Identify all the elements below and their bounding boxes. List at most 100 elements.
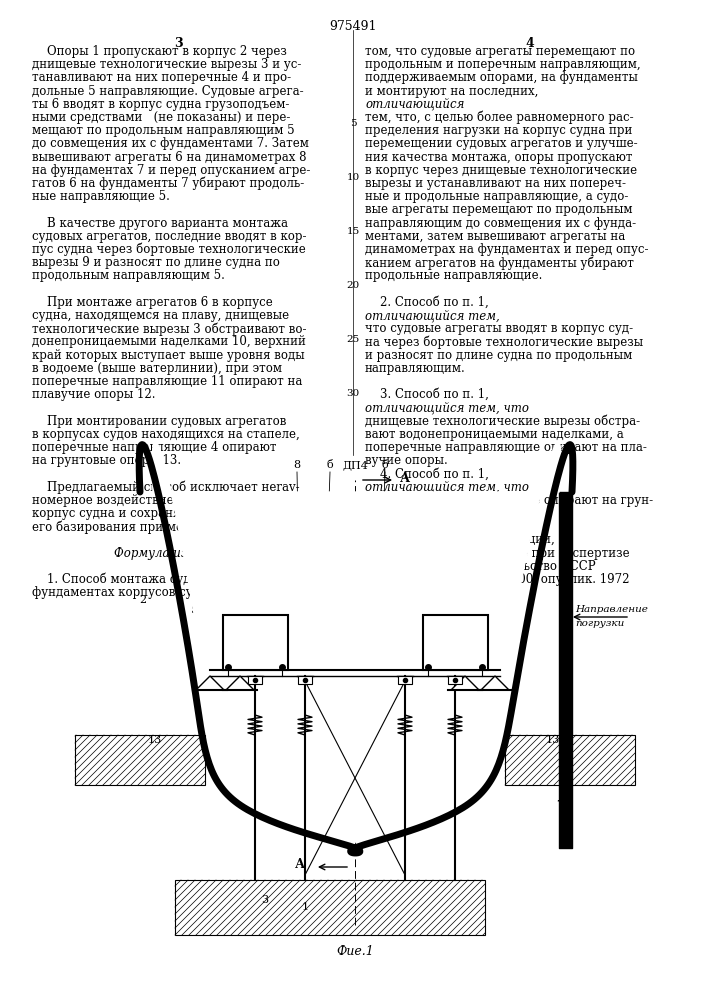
Text: поддерживаемым опорами, на фундаменты: поддерживаемым опорами, на фундаменты [365,71,638,84]
Bar [75,735,205,785]
Text: Источники информации,: Источники информации, [365,533,555,546]
Text: его базирования при монтаже.: его базирования при монтаже. [32,520,226,534]
Text: поперечные направляющие опирают на пла-: поперечные направляющие опирают на пла- [365,441,647,454]
Text: б: б [327,460,334,470]
Text: днищевые технологические вырезы 3 и ус-: днищевые технологические вырезы 3 и ус- [32,58,301,71]
Text: В качестве другого варианта монтажа: В качестве другого варианта монтажа [32,217,288,230]
Text: перемещении судовых агрегатов и улучше-: перемещении судовых агрегатов и улучше- [365,137,638,150]
Text: А: А [400,472,410,485]
Text: том, что судовые агрегаты перемещают по: том, что судовые агрегаты перемещают по [365,45,635,58]
Text: направляющим.: направляющим. [365,362,466,375]
Polygon shape [481,676,509,690]
Text: судовых агрегатов, последние вводят в кор-: судовых агрегатов, последние вводят в ко… [32,230,307,243]
Text: тем, что, с целью более равномерного рас-: тем, что, с целью более равномерного рас… [365,111,633,124]
Text: ментами, затем вывешивают агрегаты на: ментами, затем вывешивают агрегаты на [365,230,625,243]
Text: 4. Способ по п. 1,: 4. Способ по п. 1, [365,467,489,480]
Bar [448,676,462,684]
Bar [175,880,485,935]
Bar [398,676,412,684]
Text: днищевые технологические вырезы обстра-: днищевые технологические вырезы обстра- [365,415,640,428]
Text: танавливают на них поперечные 4 и про-: танавливают на них поперечные 4 и про- [32,71,291,84]
Text: 30: 30 [346,389,360,398]
Text: поперечные направляющие опирают на грун-: поперечные направляющие опирают на грун- [365,494,653,507]
Text: вают водонепроницаемыми наделками, а: вают водонепроницаемыми наделками, а [365,428,624,441]
Text: фундаментах корпусов судов, состоящий в: фундаментах корпусов судов, состоящий в [32,586,300,599]
Text: пус судна через бортовые технологические: пус судна через бортовые технологические [32,243,305,256]
Text: отличающийся: отличающийся [365,98,464,111]
Text: ты 6 вводят в корпус судна грузоподъем-: ты 6 вводят в корпус судна грузоподъем- [32,98,289,111]
Text: 20: 20 [346,281,360,290]
Text: и монтируют на последних,: и монтируют на последних, [365,85,538,98]
Text: № 391962, кл. В 63 Н 21/00, опублик. 1972: № 391962, кл. В 63 Н 21/00, опублик. 197… [365,573,629,586]
Text: отличающийся тем,: отличающийся тем, [365,309,500,322]
Text: направляющим до совмещения их с фунда-: направляющим до совмещения их с фунда- [365,217,636,230]
Text: продольные направляющие.: продольные направляющие. [365,269,542,282]
Text: поперечные направляющие 11 опирают на: поперечные направляющие 11 опирают на [32,375,303,388]
Text: 1: 1 [301,902,308,912]
Text: 2. Способ по п. 1,: 2. Способ по п. 1, [365,296,489,309]
Text: в корпусах судов находящихся на стапеле,: в корпусах судов находящихся на стапеле, [32,428,300,441]
Text: отличающийся тем, что: отличающийся тем, что [365,401,529,414]
Text: принятые во внимание при экспертизе: принятые во внимание при экспертизе [365,547,630,560]
Text: погрузки: погрузки [575,619,624,629]
Text: продольным и поперечным направляющим,: продольным и поперечным направляющим, [365,58,641,71]
Text: корпус судна и сохраняется неизменность: корпус судна и сохраняется неизменность [32,507,300,520]
Text: Формула изобретения: Формула изобретения [115,547,257,560]
Text: При монтаже агрегатов 6 в корпусе: При монтаже агрегатов 6 в корпусе [32,296,273,309]
Text: б: б [382,460,388,470]
Text: 13: 13 [148,735,162,745]
Text: А: А [295,858,305,871]
Text: 1. Способ монтажа судовых агрегатов на: 1. Способ монтажа судовых агрегатов на [32,573,304,586]
Text: Направление: Направление [575,605,648,614]
Text: Предлагаемый способ исключает неrav-: Предлагаемый способ исключает неrav- [32,481,300,494]
Text: вые агрегаты перемещают по продольным: вые агрегаты перемещают по продольным [365,203,633,216]
Text: 4: 4 [525,37,534,50]
Text: товые опоры.: товые опоры. [365,507,448,520]
Text: до совмещения их с фундаментами 7. Затем: до совмещения их с фундаментами 7. Затем [32,137,309,150]
Text: 3: 3 [262,895,269,905]
Text: на фундаментах 7 и перед опусканием агре-: на фундаментах 7 и перед опусканием агре… [32,164,310,177]
Text: вырезы 9 и разносят по длине судна по: вырезы 9 и разносят по длине судна по [32,256,280,269]
Text: 2: 2 [139,595,146,605]
Text: 13: 13 [546,735,560,745]
Text: канием агрегатов на фундаменты убирают: канием агрегатов на фундаменты убирают [365,256,634,270]
Text: пределения нагрузки на корпус судна при: пределения нагрузки на корпус судна при [365,124,632,137]
Polygon shape [226,676,254,690]
Text: ния качества монтажа, опоры пропускают: ния качества монтажа, опоры пропускают [365,151,633,164]
Text: вырезы и устанавливают на них попереч-: вырезы и устанавливают на них попереч- [365,177,626,190]
Text: При монтировании судовых агрегатов: При монтировании судовых агрегатов [32,415,286,428]
Text: технологические вырезы 3 обстраивают во-: технологические вырезы 3 обстраивают во- [32,322,307,336]
Text: ные и продольные направляющие, а судо-: ные и продольные направляющие, а судо- [365,190,629,203]
Bar [298,676,312,684]
Text: поперечные направляющие 4 опирают: поперечные направляющие 4 опирают [32,441,276,454]
Text: край которых выступает выше уровня воды: край которых выступает выше уровня воды [32,349,305,362]
Text: и разносят по длине судна по продольным: и разносят по длине судна по продольным [365,349,632,362]
Text: 15: 15 [346,227,360,236]
Polygon shape [196,676,224,690]
Text: 7: 7 [556,800,563,810]
Bar [223,615,288,670]
Text: ДП4: ДП4 [342,460,368,470]
Text: 5: 5 [192,605,199,615]
Bar [505,735,635,785]
Text: 10: 10 [346,173,360,182]
Text: ными средствами   (не показаны) и пере-: ными средствами (не показаны) и пере- [32,111,291,124]
Polygon shape [451,676,479,690]
Text: 8: 8 [293,460,300,470]
Bar [423,615,488,670]
Text: 975491: 975491 [329,20,377,33]
Text: вучие опоры.: вучие опоры. [365,454,448,467]
Text: ные направляющие 5.: ные направляющие 5. [32,190,170,203]
Text: плавучие опоры 12.: плавучие опоры 12. [32,388,156,401]
Text: 9: 9 [559,605,566,615]
Text: Фие.1: Фие.1 [336,945,374,958]
Text: отличающийся тем, что: отличающийся тем, что [365,481,529,494]
Text: гатов 6 на фундаменты 7 убирают продоль-: гатов 6 на фундаменты 7 убирают продоль- [32,177,304,190]
Text: вывешивают агрегаты 6 на динамометрах 8: вывешивают агрегаты 6 на динамометрах 8 [32,151,307,164]
Text: в водоеме (выше ватерлинии), при этом: в водоеме (выше ватерлинии), при этом [32,362,282,375]
Text: в корпус через днищевые технологические: в корпус через днищевые технологические [365,164,637,177]
Bar [248,676,262,684]
Text: донепроницаемыми наделками 10, верхний: донепроницаемыми наделками 10, верхний [32,335,306,348]
Text: динамометрах на фундаментах и перед опус-: динамометрах на фундаментах и перед опус… [365,243,648,256]
Text: 5: 5 [350,119,356,128]
